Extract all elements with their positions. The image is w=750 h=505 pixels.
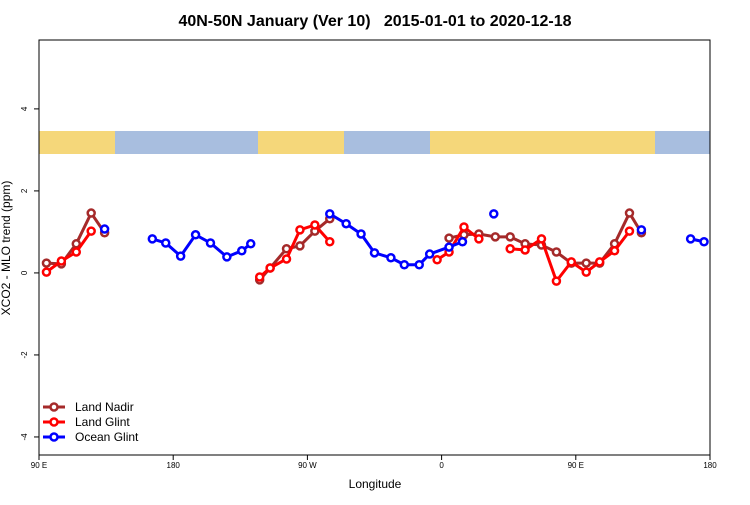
y-tick-label: 0 — [20, 270, 29, 275]
data-point — [505, 232, 515, 242]
data-point — [325, 209, 335, 219]
x-tick-label: 90 W — [298, 461, 317, 470]
data-point — [536, 234, 547, 244]
x-tick-label: 180 — [703, 461, 717, 470]
data-point — [444, 233, 454, 243]
data-point — [41, 267, 52, 277]
series-line — [45, 230, 93, 274]
data-point — [699, 237, 709, 247]
data-point — [160, 238, 171, 248]
map-strip — [39, 131, 710, 154]
x-tick-label: 90 E — [31, 461, 47, 470]
series-line — [328, 212, 464, 267]
data-point — [624, 226, 635, 236]
land-band — [430, 131, 655, 154]
y-axis-label: XCO2 - MLO trend (ppm) — [0, 181, 13, 316]
data-point — [341, 218, 351, 229]
data-point — [71, 247, 82, 257]
legend-label: Ocean Glint — [75, 430, 139, 444]
y-tick-label: -2 — [20, 351, 29, 359]
data-point — [254, 272, 265, 282]
series-line — [510, 230, 631, 285]
data-point — [325, 237, 335, 247]
data-point — [147, 234, 158, 244]
land-band — [39, 131, 115, 154]
legend-marker — [49, 432, 59, 442]
legend-marker — [49, 417, 59, 427]
data-point — [609, 246, 620, 256]
data-point — [685, 234, 696, 244]
data-point — [624, 208, 635, 218]
data-point — [237, 246, 247, 256]
data-point — [356, 229, 366, 239]
data-point — [459, 222, 469, 232]
data-point — [295, 225, 305, 235]
data-point — [245, 239, 256, 249]
data-point — [490, 232, 501, 242]
data-point — [505, 243, 515, 254]
data-point — [265, 263, 275, 273]
y-tick-label: -4 — [20, 433, 29, 441]
data-point — [175, 251, 186, 261]
data-point — [489, 209, 499, 219]
data-point — [99, 224, 110, 234]
data-point — [424, 249, 435, 259]
data-point — [444, 242, 454, 252]
data-point — [86, 208, 96, 218]
data-point — [551, 276, 562, 286]
data-point — [457, 237, 468, 247]
chart-title: 40N-50N January (Ver 10) 2015-01-01 to 2… — [178, 13, 571, 30]
data-point — [636, 225, 647, 235]
data-point — [551, 247, 562, 257]
data-point — [432, 255, 442, 265]
x-tick-label: 90 E — [568, 461, 584, 470]
data-point — [414, 259, 424, 270]
legend-label: Land Glint — [75, 415, 130, 429]
series-line — [436, 224, 480, 262]
data-point — [474, 234, 484, 244]
land-band — [258, 131, 344, 154]
data-point — [205, 238, 216, 248]
data-point — [399, 259, 410, 270]
data-point — [581, 267, 591, 277]
data-point — [566, 257, 577, 267]
data-point — [295, 241, 305, 251]
plot-frame — [38, 39, 711, 456]
data-point — [386, 253, 396, 263]
data-point — [222, 252, 232, 262]
legend-label: Land Nadir — [75, 400, 134, 414]
data-point — [369, 248, 380, 258]
data-point — [310, 220, 320, 230]
x-tick-label: 180 — [167, 461, 181, 470]
x-axis-label: Longitude — [349, 477, 402, 491]
data-point — [281, 254, 292, 264]
legend-marker — [49, 402, 59, 412]
data-point — [41, 258, 52, 268]
y-tick-label: 4 — [20, 106, 29, 111]
data-point — [594, 257, 605, 267]
data-point — [581, 258, 591, 268]
data-point — [56, 256, 67, 266]
data-point — [520, 245, 530, 255]
x-tick-label: 0 — [439, 461, 444, 470]
data-point — [86, 226, 96, 236]
y-tick-label: 2 — [20, 188, 29, 193]
data-point — [190, 230, 201, 240]
